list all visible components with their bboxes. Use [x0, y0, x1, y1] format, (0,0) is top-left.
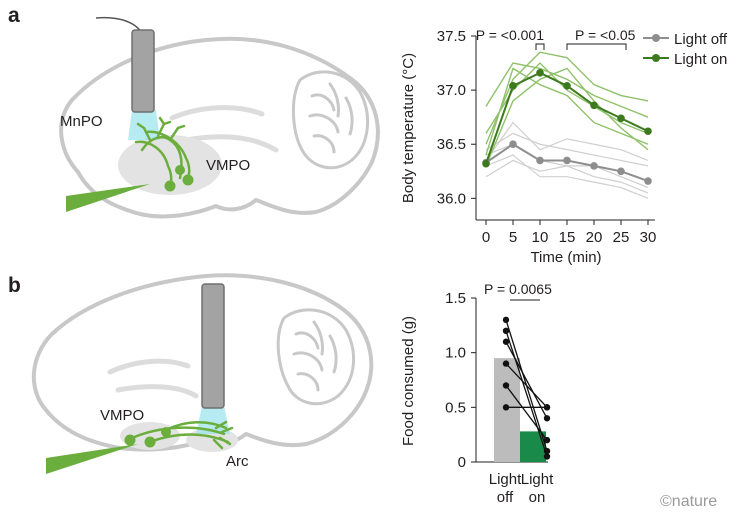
temp-y-tick-label: 37.0 [437, 82, 466, 99]
panel-label-a: a [8, 4, 20, 27]
food-paired-point-off [502, 382, 510, 389]
temp-point-light-on [644, 127, 652, 136]
temp-point-light-off [509, 140, 517, 149]
optic-fiber-a [131, 29, 155, 113]
food-category-label-light-on: Light [521, 471, 554, 488]
temp-point-light-on [536, 69, 544, 77]
temp-point-light-off [563, 156, 571, 165]
food-y-tick-label: 0 [458, 454, 466, 471]
brain-b-inner-lines [107, 358, 199, 399]
neurons-b [130, 420, 234, 450]
temp-x-tick-label: 20 [586, 229, 603, 246]
food-paired-point-off [502, 327, 510, 334]
brain-illustration-a: MnPO VMPO [59, 16, 380, 219]
temp-x-tick-label: 30 [640, 229, 657, 246]
temp-legend: Light off Light on [643, 31, 728, 68]
vmpo-label-a: VMPO [206, 157, 250, 174]
brain-a-outline [59, 36, 380, 219]
temp-stat-bracket-2 [566, 43, 627, 50]
temperature-chart: 36.0 36.5 37.0 37.5 0 5 10 15 20 25 30 P = <0.001… [400, 27, 728, 266]
light-glow-a [128, 110, 160, 140]
arc-label: Arc [226, 453, 249, 470]
panel-label-b: b [8, 274, 21, 297]
food-category-label-light-off: off [497, 489, 514, 506]
food-paired-point-on [543, 415, 551, 422]
electrode-a [66, 184, 150, 212]
optic-fiber-b [201, 283, 225, 409]
temp-stat-label-1: P = <0.001 [476, 27, 544, 43]
temp-individual-on-line [485, 67, 649, 167]
legend-label-on: Light on [674, 51, 727, 68]
vmpo-region-a [118, 135, 222, 195]
temp-point-light-on [590, 101, 598, 110]
food-paired-point-on [543, 404, 551, 411]
temp-x-tick-label: 5 [509, 229, 517, 246]
brain-b-cerebellum [276, 308, 356, 406]
food-paired-line [505, 330, 548, 457]
temp-individual-on-line [485, 62, 649, 135]
neuron-somas-b [124, 427, 171, 448]
temp-individual-off-line [485, 154, 649, 199]
food-y-tick-label: 0.5 [445, 399, 466, 416]
brain-a-cerebellum [291, 70, 370, 170]
temp-point-light-off [617, 167, 625, 176]
temp-individual-off-line [485, 132, 649, 167]
neuron-somas-a [164, 165, 194, 192]
food-paired-point-off [502, 360, 510, 367]
temp-individual-on-line [485, 67, 649, 156]
food-paired-point-on [543, 453, 551, 460]
temp-y-tick-label: 36.0 [437, 190, 466, 207]
nature-brand: ©nature [660, 493, 717, 510]
brain-a-inner-lines [169, 105, 279, 153]
food-bar-light-on [520, 431, 546, 462]
food-stat-label: P = 0.0065 [484, 281, 552, 297]
temp-x-axis-label: Time (min) [530, 249, 601, 266]
temp-point-light-on [617, 114, 625, 123]
temp-y-tick-label: 37.5 [437, 28, 466, 45]
mnpo-label: MnPO [60, 113, 103, 130]
temp-stat-label-2: P = <0.05 [575, 27, 636, 43]
food-paired-line [505, 385, 548, 441]
temp-individual-on-line [485, 62, 649, 118]
brain-b-outline [32, 273, 374, 452]
temp-point-light-on [563, 81, 571, 90]
food-paired-point-off [502, 404, 510, 411]
legend-marker-off [652, 34, 660, 42]
food-paired-line [505, 363, 548, 408]
temp-x-tick-label: 0 [482, 229, 490, 246]
food-y-tick-label: 1.5 [445, 290, 466, 307]
legend-marker-on [652, 54, 660, 62]
temp-x-tick-label: 10 [532, 229, 549, 246]
food-paired-point-off [502, 316, 510, 324]
temp-point-light-on [509, 81, 517, 90]
food-y-tick-label: 1.0 [445, 345, 466, 362]
food-category-label-light-on: on [529, 489, 546, 506]
temp-point-light-on [482, 159, 490, 168]
temp-point-light-off [590, 162, 598, 170]
temp-y-tick-label: 36.5 [437, 136, 466, 153]
temp-individual-on-line [485, 51, 649, 145]
food-y-axis-label: Food consumed (g) [400, 316, 417, 446]
food-paired-point-on [543, 436, 551, 444]
food-category-label-light-off: Light [489, 471, 522, 488]
electrode-b [46, 444, 138, 474]
legend-label-off: Light off [674, 31, 728, 48]
temp-x-tick-label: 25 [613, 229, 630, 246]
temp-x-tick-label: 15 [559, 229, 576, 246]
temp-point-light-off [644, 177, 652, 185]
food-paired-point-off [502, 338, 510, 345]
temp-point-light-off [536, 156, 544, 165]
food-paired-line [505, 341, 548, 419]
temp-individual-off-line [485, 121, 649, 162]
vmpo-label-b: VMPO [100, 407, 144, 424]
temp-y-axis-label: Body temperature (°C) [400, 53, 417, 203]
temp-stat-bracket-1 [535, 43, 545, 50]
brain-illustration-b: VMPO Arc [32, 273, 374, 474]
